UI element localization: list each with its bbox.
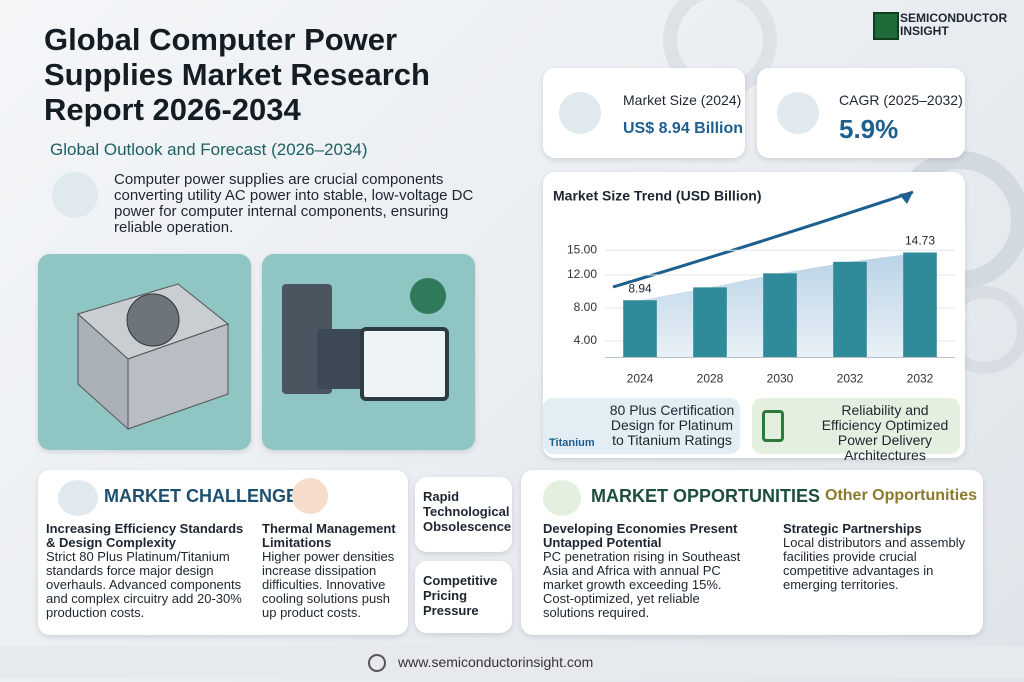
item-text: PC penetration rising in Southeast Asia … [543,549,741,620]
tablet [360,327,449,401]
chart-title: Market Size Trend (USD Billion) [553,188,761,204]
kpi-label: CAGR (2025–2032) [839,92,963,108]
challenges-card: MARKET CHALLENGES Increasing Efficiency … [38,470,408,635]
bar [903,252,937,358]
feature-card: Titanium 80 Plus Certification Design fo… [543,398,740,454]
opportunity-item: Developing Economies Present Untapped Po… [543,522,753,620]
kpi-icon [559,92,601,134]
heat-icon [292,478,328,514]
title: Global Computer Power Supplies Market Re… [44,22,430,127]
feature-text: 80 Plus Certification Design for Platinu… [609,402,735,448]
chip-icon [52,172,98,218]
item-heading: Strategic Partnerships [783,521,922,536]
psu-illustration [38,254,251,450]
item-text: Strict 80 Plus Platinum/Titanium standar… [46,549,242,620]
battery-icon [762,410,784,442]
bar [833,261,867,358]
x-tick-label: 2024 [627,372,654,386]
y-tick-label: 15.00 [567,242,597,256]
bar [693,287,727,358]
brand: SEMICONDUCTOR INSIGHT [900,12,1010,38]
psu-front [127,323,229,430]
kpi-value: 5.9% [839,114,899,144]
kpi-icon [777,92,819,134]
y-tick-label: 8.00 [574,300,598,314]
challenge-item: Increasing Efficiency Standards & Design… [46,522,251,620]
trend-arrowhead [899,192,913,204]
footer: www.semiconductorinsight.com [0,646,1024,678]
section-title: MARKET OPPORTUNITIES [591,486,821,506]
bar [623,300,657,358]
description: Computer power supplies are crucial comp… [114,171,474,236]
chart: Market Size Trend (USD Billion) 4.00 8.00… [553,188,955,386]
opportunity-item: Strategic Partnerships Local distributor… [783,522,973,592]
feature-text: Reliability and Efficiency Optimized Pow… [821,402,949,463]
pc-illustration [262,254,475,450]
section-title: MARKET CHALLENGES [104,486,310,506]
psu-drawing [77,283,230,431]
item-heading: Thermal Management Limitations [262,521,396,550]
feature-card: Reliability and Efficiency Optimized Pow… [752,398,960,463]
bar [763,273,797,358]
kpi-value: US$ 8.94 Billion [623,120,744,137]
challenge-item: Thermal Management Limitations Higher po… [262,522,402,620]
brand-logo [873,12,899,40]
y-tick-label: 4.00 [574,333,598,347]
kpi-label: Market Size (2024) [623,92,742,108]
kpi-card: Market Size (2024) US$ 8.94 Billion [543,68,745,158]
power-icon [410,278,446,314]
x-tick-label: 2028 [697,372,724,386]
item-heading: Developing Economies Present Untapped Po… [543,521,738,550]
subtitle: Global Outlook and Forecast (2026–2034) [50,140,368,159]
y-tick-label: 12.00 [567,267,597,281]
challenges-icon [58,480,98,516]
side-topic: Rapid Technological Obsolescence [415,477,512,552]
feature-badge: Titanium [549,437,595,449]
brand-line: SEMICONDUCTOR [900,11,1008,25]
data-label: 14.73 [905,234,935,248]
item-text: Higher power densities increase dissipat… [262,549,395,620]
side-topic: Competitive Pricing Pressure [415,561,512,633]
footer-url: www.semiconductorinsight.com [398,654,594,670]
globe-icon [543,480,581,516]
globe-icon [368,654,386,672]
x-tick-label: 2032 [837,372,864,386]
pc-drawing [282,278,449,401]
item-heading: Increasing Efficiency Standards & Design… [46,521,244,550]
opportunities-card: MARKET OPPORTUNITIES Other Opportunities… [521,470,983,635]
data-label: 8.94 [628,281,652,295]
x-tick-label: 2030 [767,372,794,386]
psu-fan [126,293,180,347]
kpi-card: CAGR (2025–2032) 5.9% [757,68,965,158]
other-title: Other Opportunities [825,487,977,504]
brand-line: INSIGHT [900,24,949,38]
item-text: Local distributors and assembly faciliti… [783,535,966,592]
x-tick-label: 2032 [907,372,934,386]
